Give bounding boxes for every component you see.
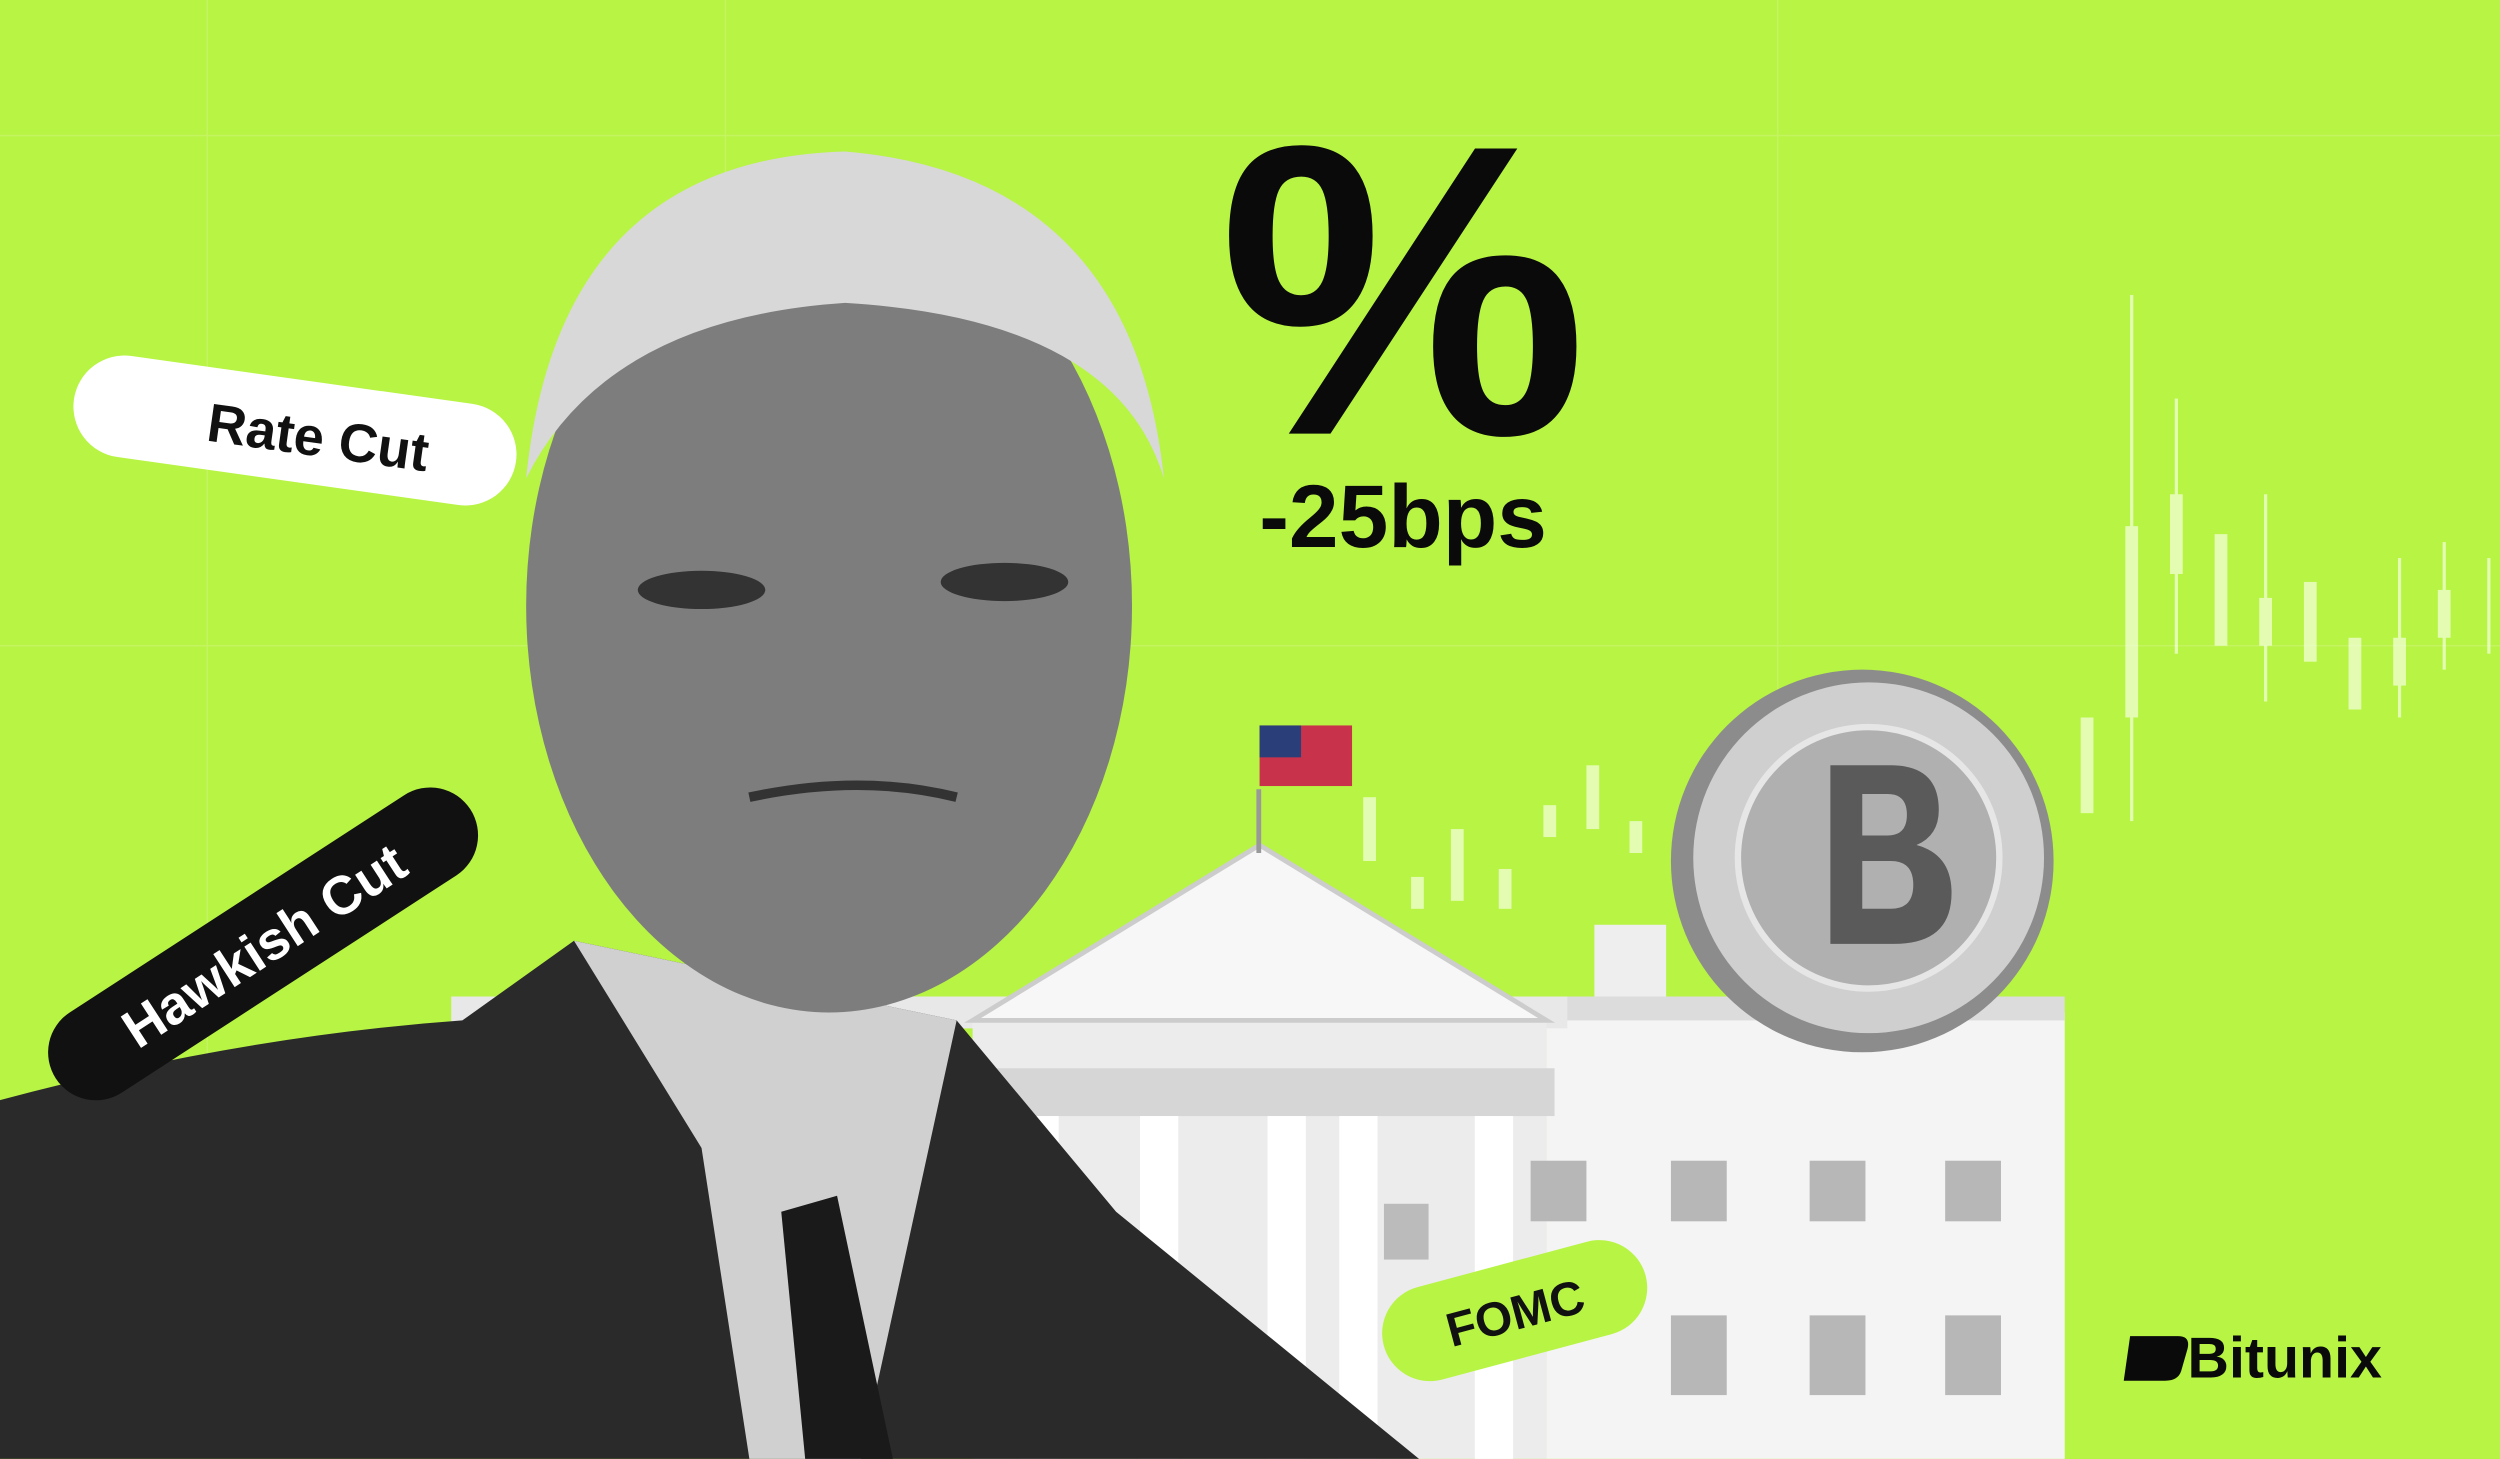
percent-symbol: % <box>1219 59 1588 522</box>
rate-change: -25bps <box>1259 466 1547 566</box>
brand-name: Bitunix <box>2188 1327 2383 1391</box>
bitcoin-coin <box>1670 669 2054 1053</box>
portrait <box>0 151 1420 1459</box>
fomc-tag: FOMC <box>1382 1240 1648 1382</box>
candlesticks <box>1363 294 2491 909</box>
brand-logo: Bitunix <box>2123 1327 2383 1391</box>
rate-cut-tag: Rate Cut <box>73 355 517 506</box>
